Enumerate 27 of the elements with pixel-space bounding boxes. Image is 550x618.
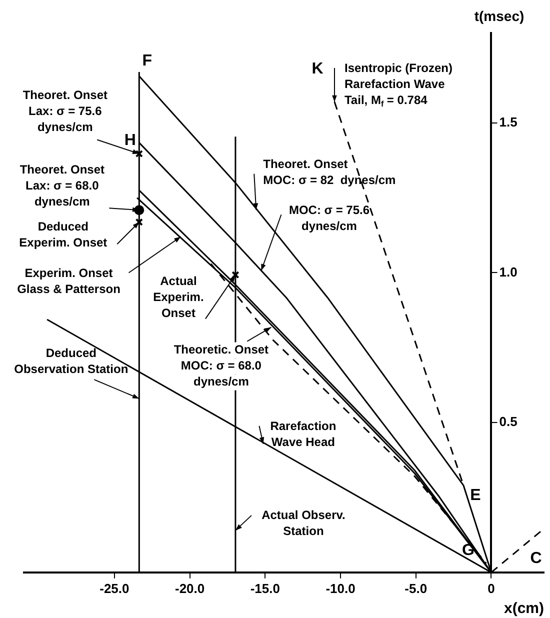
- x-tick-label: -20.0: [174, 580, 205, 596]
- annotation: C: [530, 550, 542, 568]
- x-tick-label: -25.0: [100, 580, 130, 596]
- annotation: Theoretic. Onset MOC: σ = 68.0 dynes/cm: [174, 342, 269, 389]
- x-tick-label: -10.0: [326, 580, 356, 596]
- annotation: Experim. Onset Glass & Patterson: [17, 266, 120, 296]
- x-tick-label: 0: [488, 580, 495, 596]
- annotation: F: [142, 52, 152, 70]
- x-tick-label: -5.0: [404, 580, 428, 596]
- annotation: K: [312, 60, 324, 78]
- annotation: Theoret. Onset Lax: σ = 68.0 dynes/cm: [20, 162, 104, 208]
- y-tick-label: 1.5: [499, 114, 518, 130]
- annotation: Rarefaction Wave Head: [270, 419, 336, 450]
- annotation: H: [124, 132, 136, 150]
- x-tick-label: -15.0: [250, 580, 280, 596]
- annotation: E: [470, 486, 482, 504]
- x-axis-title: x(cm): [504, 600, 544, 618]
- y-tick-label: 0.5: [499, 414, 518, 430]
- annotation: Theoret. Onset MOC: σ = 82 dynes/cm: [263, 157, 396, 188]
- annotation: Deduced Observation Station: [14, 346, 128, 376]
- annotation: Deduced Experim. Onset: [19, 219, 108, 250]
- annotation: MOC: σ = 75.6 dynes/cm: [288, 202, 370, 233]
- annotation: Theoret. Onset Lax: σ = 75.6 dynes/cm: [22, 88, 108, 134]
- annotation: Actual Observ. Station: [262, 508, 346, 538]
- y-tick-label: 1.0: [499, 264, 518, 280]
- y-axis-title: t(msec): [474, 8, 524, 24]
- annotation: Actual Experim. Onset: [153, 274, 204, 320]
